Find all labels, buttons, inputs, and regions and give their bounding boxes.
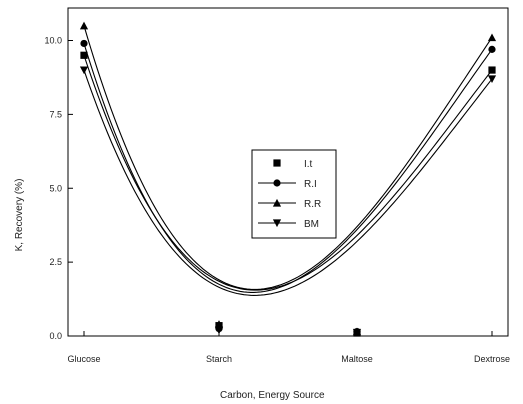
- y-tick-label: 0.0: [49, 331, 62, 341]
- data-point-bm: [487, 75, 497, 84]
- legend-label: R.I: [304, 179, 317, 190]
- data-point-bm: [214, 326, 224, 335]
- y-axis: 0.0 2.5 5.0 7.5 10.0: [44, 36, 73, 341]
- x-tick-label: Maltose: [341, 354, 373, 364]
- x-tick-label: Glucose: [67, 354, 100, 364]
- y-tick-label: 10.0: [44, 36, 62, 46]
- data-point-it: [488, 66, 496, 74]
- data-point-it: [80, 51, 88, 59]
- legend-label: BM: [304, 219, 319, 230]
- y-tick-label: 2.5: [49, 257, 62, 267]
- legend: I.t R.I R.R BM: [251, 149, 337, 239]
- x-tick-label: Dextrose: [474, 354, 510, 364]
- data-point-ri: [488, 45, 496, 53]
- legend-marker: [273, 159, 281, 167]
- data-point-rr: [79, 21, 89, 30]
- fit-curve-rr: [83, 25, 493, 290]
- y-tick-label: 7.5: [49, 109, 62, 119]
- y-tick-label: 5.0: [49, 183, 62, 193]
- x-axis-label: Carbon, Energy Source: [220, 390, 325, 401]
- legend-marker: [272, 198, 282, 207]
- x-tick-label: Starch: [206, 354, 232, 364]
- data-point-bm: [79, 66, 89, 75]
- legend-box: [251, 149, 337, 239]
- plot-frame: [67, 7, 509, 337]
- y-axis-label: K, Recovery (%): [14, 179, 25, 252]
- data-point-bm: [352, 328, 362, 337]
- data-point-ri: [80, 39, 88, 48]
- legend-label: I.t: [304, 159, 313, 170]
- data-points: [79, 21, 497, 337]
- legend-marker: [272, 219, 282, 228]
- fit-curves: [83, 25, 493, 296]
- fit-curve-ri: [83, 43, 493, 293]
- fit-curve-bm: [83, 69, 493, 296]
- legend-marker: [273, 179, 281, 187]
- legend-label: R.R: [304, 199, 321, 210]
- data-point-rr: [487, 33, 497, 42]
- data-point-rr: [214, 320, 224, 328]
